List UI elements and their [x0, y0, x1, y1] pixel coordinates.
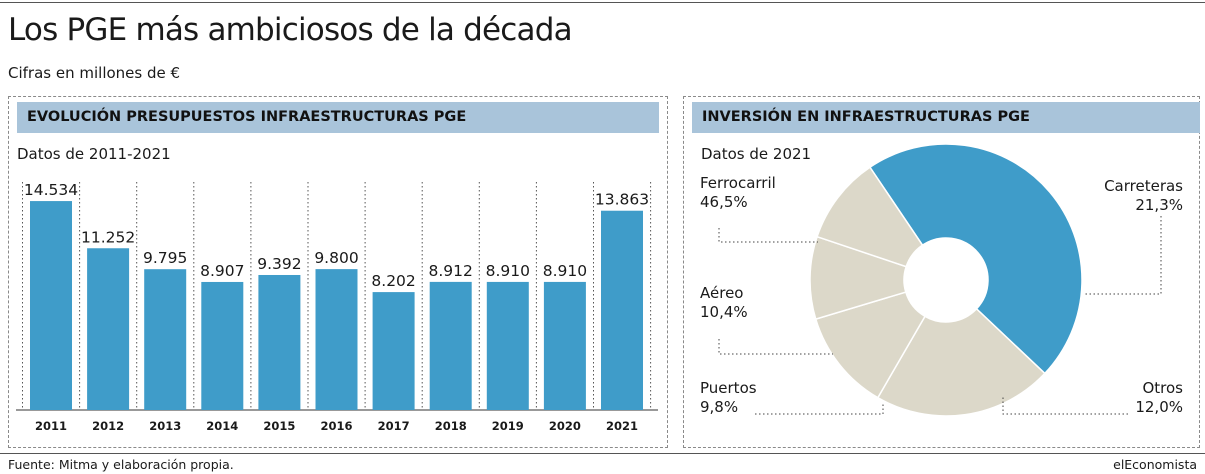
slice-name-label: Carreteras — [1104, 177, 1183, 195]
bar-2014 — [201, 281, 244, 410]
footer-rule — [0, 453, 1205, 454]
leader-line — [1002, 396, 1128, 415]
page-title: Los PGE más ambiciosos de la década — [8, 12, 573, 48]
bar-2017 — [372, 292, 415, 410]
x-tick-label: 2016 — [320, 419, 352, 433]
bar-2015 — [258, 274, 301, 410]
leader-line — [718, 339, 833, 355]
bar-2011 — [30, 201, 72, 410]
bar-value-label: 9.800 — [314, 249, 358, 267]
slice-carreteras — [876, 307, 1046, 417]
leader-line — [755, 402, 884, 415]
bar-chart-subtitle: Datos de 2011-2021 — [17, 145, 171, 163]
slice-value-label: 46,5% — [700, 193, 748, 211]
footer-brand: elEconomista — [1113, 457, 1197, 472]
x-tick-label: 2014 — [206, 419, 238, 433]
bar-value-label: 8.912 — [429, 262, 473, 280]
bar-chart-panel: EVOLUCIÓN PRESUPUESTOS INFRAESTRUCTURAS … — [8, 96, 668, 448]
x-tick-label: 2020 — [549, 419, 581, 433]
slice-name-label: Aéreo — [700, 284, 743, 302]
x-tick-label: 2021 — [606, 419, 638, 433]
bar-2020 — [543, 281, 586, 410]
pie-chart-subtitle: Datos de 2021 — [701, 145, 812, 163]
bar-chart-title: EVOLUCIÓN PRESUPUESTOS INFRAESTRUCTURAS … — [17, 102, 659, 133]
x-tick-label: 2018 — [435, 419, 467, 433]
leader-line — [718, 228, 818, 243]
bar-2021 — [601, 210, 643, 410]
donut-hole — [904, 238, 988, 322]
bar-value-label: 8.910 — [486, 262, 530, 280]
bar-2019 — [486, 281, 529, 410]
slice-name-label: Ferrocarril — [700, 174, 776, 192]
leader-line — [1083, 216, 1162, 295]
x-tick-label: 2019 — [492, 419, 524, 433]
bar-2013 — [144, 269, 187, 410]
footer-source: Fuente: Mitma y elaboración propia. — [8, 457, 234, 472]
bar-value-label: 8.910 — [543, 262, 587, 280]
slice-value-label: 12,0% — [1135, 398, 1183, 416]
bar-value-label: 13.863 — [595, 191, 649, 209]
slice-value-label: 9,8% — [700, 398, 738, 416]
bar-chart: 14.534 2011 11.252 2012 9.795 2013 8.907 2014 9.… — [16, 181, 658, 433]
x-tick-label: 2012 — [92, 419, 124, 433]
bar-value-label: 8.907 — [200, 262, 244, 280]
bar-value-label: 9.392 — [257, 255, 301, 273]
bar-2016 — [315, 269, 358, 410]
slice-value-label: 21,3% — [1135, 196, 1183, 214]
page-subtitle: Cifras en millones de € — [8, 64, 181, 82]
bar-value-label: 11.252 — [81, 228, 135, 246]
bar-value-label: 9.795 — [143, 249, 187, 267]
slice-name-label: Otros — [1142, 379, 1183, 397]
slice-name-label: Puertos — [700, 379, 757, 397]
x-tick-label: 2011 — [35, 419, 67, 433]
x-tick-label: 2013 — [149, 419, 181, 433]
slice-value-label: 10,4% — [700, 303, 748, 321]
pie-chart-title: INVERSIÓN EN INFRAESTRUCTURAS PGE — [692, 102, 1200, 133]
x-tick-label: 2017 — [378, 419, 410, 433]
x-tick-label: 2015 — [263, 419, 295, 433]
bar-2018 — [429, 281, 472, 410]
pie-chart-panel: INVERSIÓN EN INFRAESTRUCTURAS PGE Datos … — [683, 96, 1200, 448]
bar-value-label: 8.202 — [371, 272, 415, 290]
bar-2012 — [87, 248, 130, 410]
top-rule — [0, 2, 1205, 3]
bar-value-label: 14.534 — [24, 181, 78, 199]
